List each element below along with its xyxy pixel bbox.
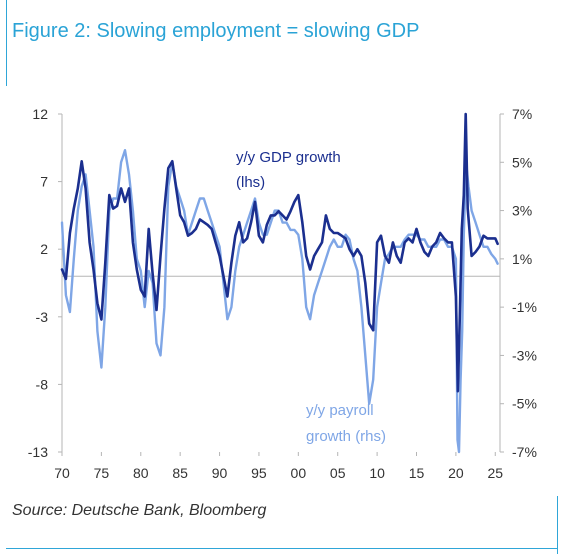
- x-tick-label: 90: [212, 465, 228, 481]
- left-tick-label: 2: [40, 241, 48, 257]
- right-tick-label: -3%: [512, 347, 537, 363]
- labels-layer: y/y GDP growth (lhs) y/y payroll growth (rh…: [236, 149, 386, 445]
- x-tick-label: 85: [172, 465, 188, 481]
- left-tick-label: -13: [28, 444, 48, 460]
- line-chart: 12 7 2 -3 -8 -13 7% 5% 3% 1% -1% -3% -5% -7% 70 75 80 85 9…: [28, 106, 537, 481]
- x-tick-label: 10: [369, 465, 385, 481]
- x-tick-label: 25: [487, 465, 503, 481]
- series-layer: [60, 112, 499, 454]
- axes-layer: 12 7 2 -3 -8 -13 7% 5% 3% 1% -1% -3% -5% -7% 70 75 80 85 9…: [28, 106, 537, 481]
- left-tick-label: 12: [32, 106, 48, 122]
- x-tick-label: 00: [291, 465, 307, 481]
- right-tick-label: 1%: [512, 251, 532, 267]
- annotation-payroll: growth (rhs): [306, 428, 386, 445]
- left-tick-label: -3: [36, 309, 49, 325]
- chart-container: 12 7 2 -3 -8 -13 7% 5% 3% 1% -1% -3% -5% -7% 70 75 80 85 9…: [0, 96, 573, 496]
- annotation-payroll: y/y payroll: [306, 402, 374, 419]
- x-tick-label: 75: [94, 465, 110, 481]
- x-tick-label: 80: [133, 465, 149, 481]
- right-tick-label: 5%: [512, 154, 532, 170]
- right-tick-label: 7%: [512, 106, 532, 122]
- left-tick-label: 7: [40, 174, 48, 190]
- right-tick-label: -7%: [512, 444, 537, 460]
- series-line-gdp: [60, 112, 499, 393]
- series-line-payroll: [60, 149, 499, 454]
- annotation-gdp: (lhs): [236, 174, 265, 191]
- x-tick-label: 20: [448, 465, 464, 481]
- x-tick-label: 05: [330, 465, 346, 481]
- x-tick-label: 70: [54, 465, 70, 481]
- source-note: Source: Deutsche Bank, Bloomberg: [12, 502, 267, 519]
- frame-left-rule: [6, 0, 7, 86]
- x-tick-label: 95: [251, 465, 267, 481]
- x-tick-label: 15: [409, 465, 425, 481]
- right-tick-label: 3%: [512, 203, 532, 219]
- figure-title: Figure 2: Slowing employment = slowing G…: [12, 20, 420, 42]
- frame-right-rule: [557, 496, 558, 554]
- right-tick-label: -5%: [512, 396, 537, 412]
- left-tick-label: -8: [36, 376, 49, 392]
- frame-bottom-rule: [6, 548, 558, 549]
- annotation-gdp: y/y GDP growth: [236, 149, 341, 166]
- right-tick-label: -1%: [512, 299, 537, 315]
